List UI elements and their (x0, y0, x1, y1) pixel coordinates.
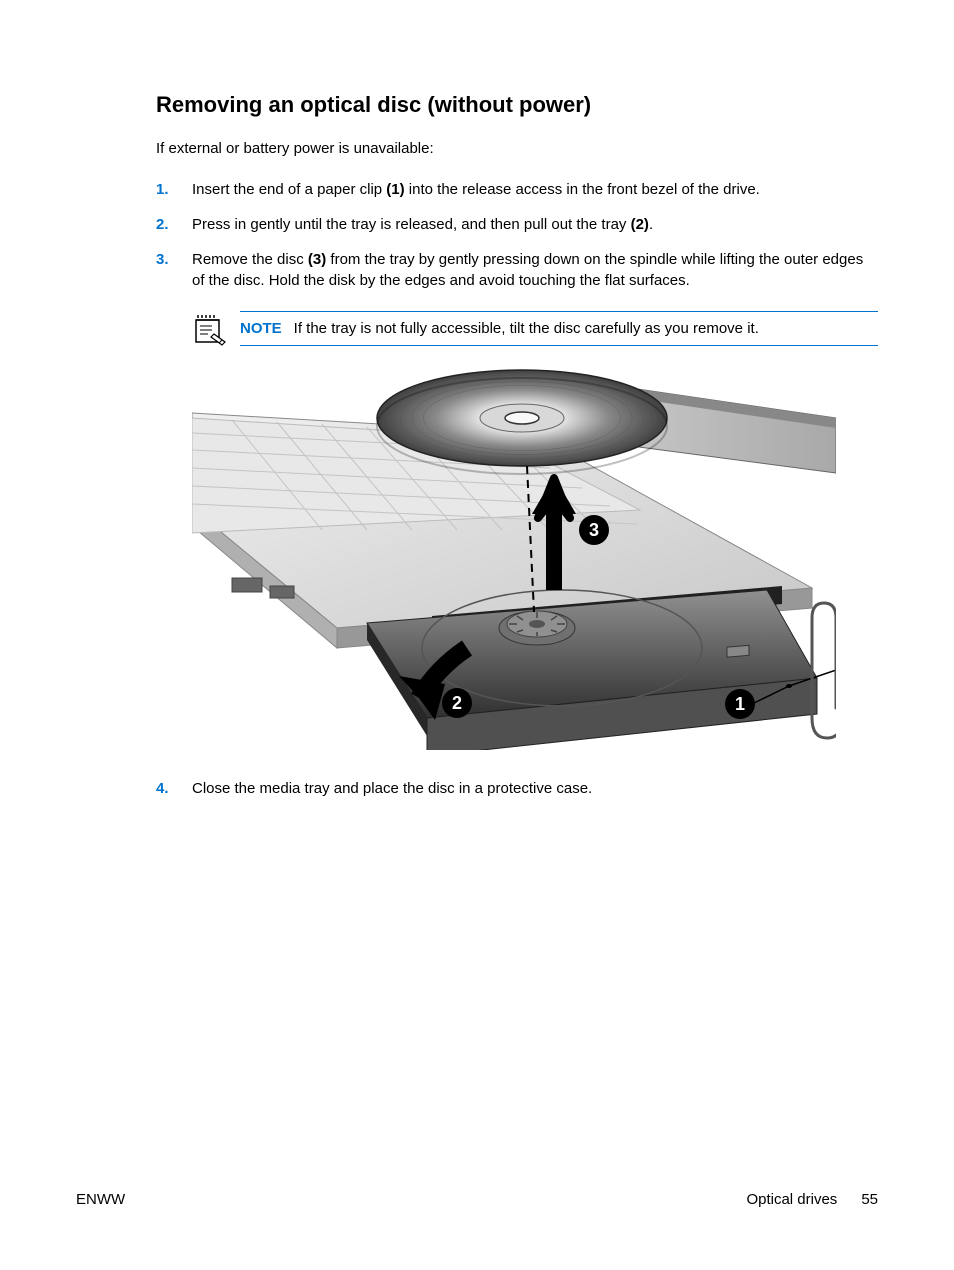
note-block: NOTE If the tray is not fully accessible,… (192, 311, 878, 346)
page-footer: ENWW Optical drives 55 (76, 1191, 878, 1208)
step-4: 4. Close the media tray and place the di… (156, 778, 878, 799)
step-prefix: Remove the disc (192, 251, 308, 268)
steps-list-continued: 4. Close the media tray and place the di… (156, 778, 878, 799)
step-1: 1. Insert the end of a paper clip (1) in… (156, 179, 878, 200)
note-text: If the tray is not fully accessible, til… (294, 320, 759, 337)
step-callout-ref: (2) (631, 216, 649, 233)
footer-section: Optical drives (746, 1191, 837, 1208)
disc-removal-illustration: 3 2 1 (192, 358, 836, 750)
step-callout-ref: (3) (308, 251, 326, 268)
step-suffix: . (649, 216, 653, 233)
step-prefix: Insert the end of a paper clip (192, 181, 386, 198)
note-icon (192, 312, 226, 346)
step-2: 2. Press in gently until the tray is rel… (156, 214, 878, 235)
steps-list: 1. Insert the end of a paper clip (1) in… (156, 179, 878, 291)
step-text: Close the media tray and place the disc … (192, 778, 878, 799)
footer-right: Optical drives 55 (746, 1191, 878, 1208)
intro-text: If external or battery power is unavaila… (156, 140, 878, 157)
svg-text:3: 3 (589, 520, 599, 540)
step-text: Insert the end of a paper clip (1) into … (192, 179, 878, 200)
step-prefix: Press in gently until the tray is releas… (192, 216, 631, 233)
step-number: 3. (156, 249, 192, 291)
step-text: Remove the disc (3) from the tray by gen… (192, 249, 878, 291)
section-heading: Removing an optical disc (without power) (156, 92, 878, 118)
svg-text:2: 2 (452, 693, 462, 713)
step-3: 3. Remove the disc (3) from the tray by … (156, 249, 878, 291)
footer-page-number: 55 (861, 1191, 878, 1208)
step-text: Press in gently until the tray is releas… (192, 214, 878, 235)
svg-text:1: 1 (735, 694, 745, 714)
step-suffix: into the release access in the front bez… (405, 181, 760, 198)
step-callout-ref: (1) (386, 181, 404, 198)
step-number: 1. (156, 179, 192, 200)
step-number: 4. (156, 778, 192, 799)
note-content: NOTE If the tray is not fully accessible,… (240, 311, 878, 346)
note-label: NOTE (240, 320, 282, 337)
step-number: 2. (156, 214, 192, 235)
footer-left: ENWW (76, 1191, 125, 1208)
